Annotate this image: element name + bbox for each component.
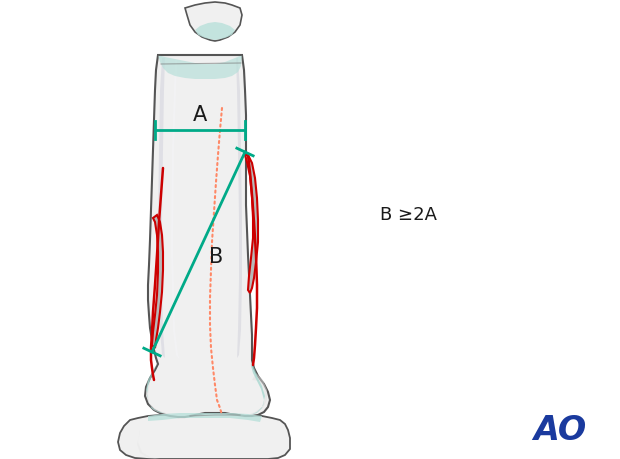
Polygon shape [158, 55, 242, 79]
Polygon shape [245, 155, 258, 293]
Polygon shape [236, 58, 242, 358]
Polygon shape [137, 430, 160, 459]
Polygon shape [171, 60, 180, 360]
Polygon shape [118, 413, 290, 459]
Polygon shape [195, 22, 235, 40]
Text: A: A [193, 105, 207, 125]
Polygon shape [148, 413, 262, 422]
Polygon shape [146, 380, 178, 415]
Polygon shape [146, 363, 165, 413]
Polygon shape [248, 373, 267, 415]
Polygon shape [250, 363, 265, 415]
Polygon shape [152, 215, 163, 348]
Polygon shape [145, 55, 270, 417]
Text: B: B [210, 247, 224, 267]
Polygon shape [185, 2, 242, 41]
Text: AO: AO [533, 414, 587, 447]
Polygon shape [158, 58, 165, 358]
Text: B ≥2A: B ≥2A [380, 206, 437, 224]
